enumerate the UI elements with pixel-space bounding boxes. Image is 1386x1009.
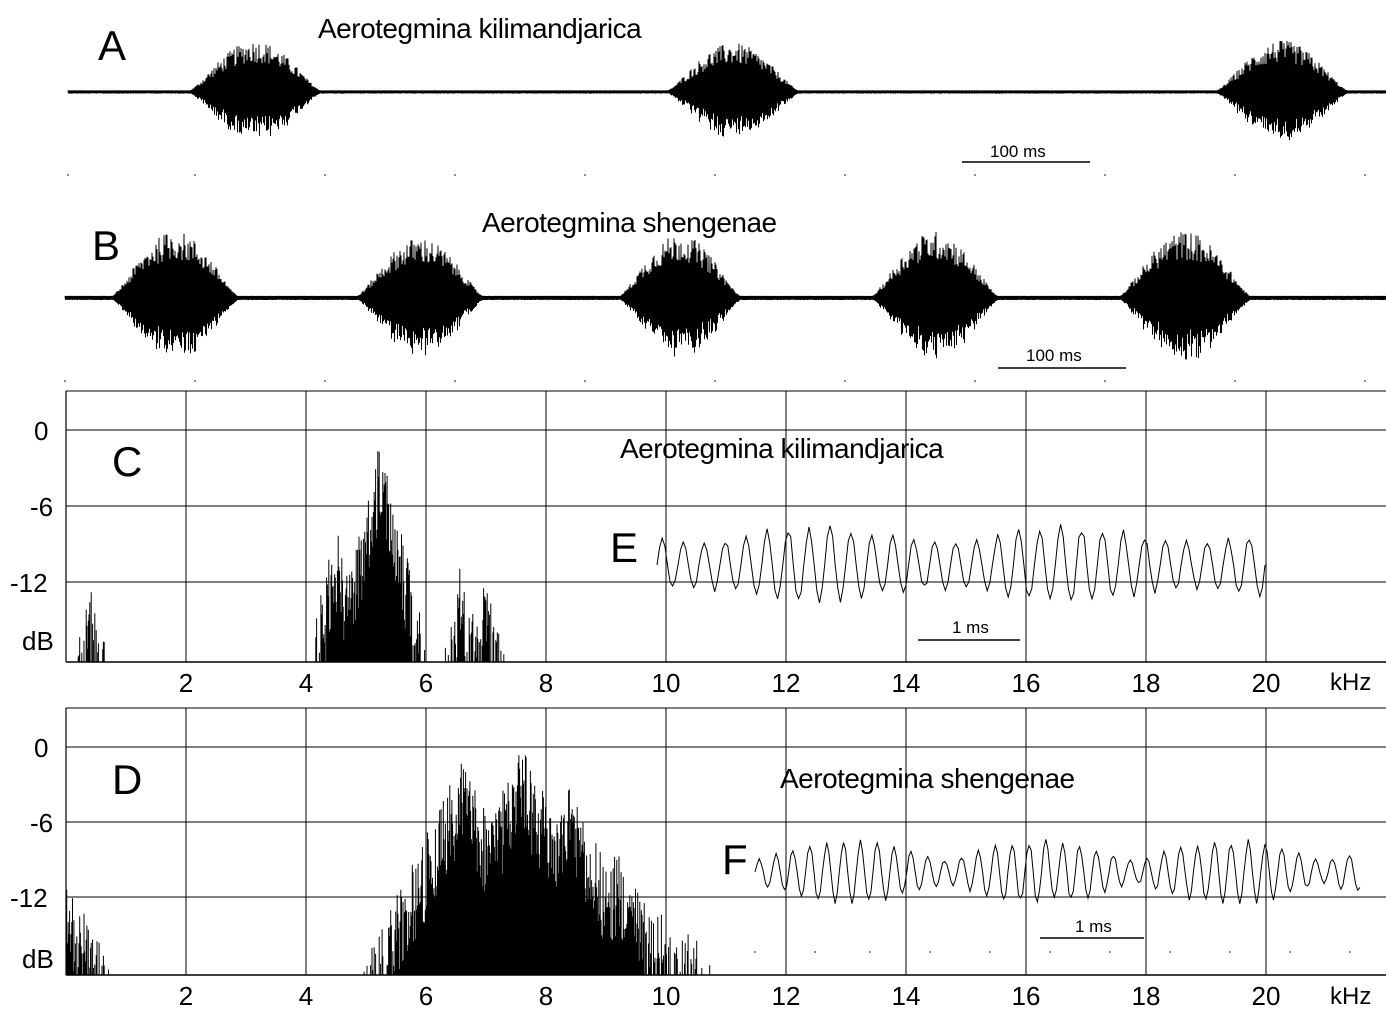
panel-f: F 1 ms <box>722 836 1361 939</box>
y-tick-label: 0 <box>34 733 48 763</box>
panel-letter-b: B <box>92 222 120 269</box>
dot-marker <box>194 380 196 382</box>
x-tick-label: 20 <box>1252 981 1281 1009</box>
dot-marker <box>974 380 976 382</box>
x-tick-label: 16 <box>1012 981 1041 1009</box>
x-tick-label: 8 <box>539 981 553 1009</box>
y-tick-label: -12 <box>10 568 48 598</box>
dot-marker <box>64 380 66 382</box>
x-tick-label: 4 <box>299 668 313 698</box>
y-tick-label: -6 <box>30 808 53 838</box>
y-tick-label: 0 <box>34 416 48 446</box>
scale-label-a: 100 ms <box>990 142 1046 161</box>
oscillogram-a <box>67 40 1386 141</box>
x-tick-label: 16 <box>1012 668 1041 698</box>
scale-label-e: 1 ms <box>952 618 989 637</box>
x-tick-label: 10 <box>652 981 681 1009</box>
spectrum-spikes <box>65 755 711 975</box>
oscillogram-b <box>64 231 1386 360</box>
oscillogram-f <box>754 839 1361 904</box>
panel-e: E 1 ms <box>610 524 1266 641</box>
panel-c: 2 4 6 8 10 12 14 16 18 20 0 -6 -12 C Aerotegmina kil… <box>10 390 1386 698</box>
dot-marker <box>324 380 326 382</box>
x-tick-label: 18 <box>1132 981 1161 1009</box>
x-tick-label: 14 <box>892 668 921 698</box>
xlabel-c: kHz <box>1330 669 1371 696</box>
spectrum-d <box>65 755 711 975</box>
x-tick-label: 12 <box>772 668 801 698</box>
x-tick-label: 8 <box>539 668 553 698</box>
grid-d: 2 4 6 8 10 12 14 16 18 20 0 -6 -12 <box>10 707 1386 1009</box>
dot-marker <box>714 174 716 176</box>
ylabel-c: dB <box>22 626 54 656</box>
dot-marker <box>454 174 456 176</box>
panel-d: 2 4 6 8 10 12 14 16 18 20 0 -6 -12 D Aerotegmina she… <box>10 707 1386 1009</box>
x-tick-label: 14 <box>892 981 921 1009</box>
dot-marker <box>754 951 756 953</box>
dot-marker <box>194 174 196 176</box>
x-tick-label: 10 <box>652 668 681 698</box>
x-tick-label: 20 <box>1252 668 1281 698</box>
y-tick-label: -6 <box>30 492 53 522</box>
scale-label-f: 1 ms <box>1075 917 1112 936</box>
dot-marker <box>1234 174 1236 176</box>
x-tick-label: 2 <box>179 981 193 1009</box>
panel-letter-d: D <box>112 756 142 803</box>
dot-marker <box>974 174 976 176</box>
panel-b: B Aerotegmina shengenae 100 ms <box>64 207 1386 369</box>
panel-letter-e: E <box>610 524 638 571</box>
dot-marker <box>1229 951 1231 953</box>
x-tick-label: 6 <box>419 981 433 1009</box>
oscillogram-e <box>656 524 1266 604</box>
scale-label-b: 100 ms <box>1026 346 1082 365</box>
dot-marker <box>814 951 816 953</box>
xlabel-d: kHz <box>1330 983 1371 1009</box>
grid-c: 2 4 6 8 10 12 14 16 18 20 0 -6 -12 <box>10 390 1386 698</box>
dot-marker <box>1234 380 1236 382</box>
x-tick-label: 18 <box>1132 668 1161 698</box>
x-tick-label: 2 <box>179 668 193 698</box>
dot-marker <box>1104 174 1106 176</box>
title-a: Aerotegmina kilimandjarica <box>318 13 642 44</box>
title-b: Aerotegmina shengenae <box>482 207 777 238</box>
title-c: Aerotegmina kilimandjarica <box>620 433 944 464</box>
dot-marker <box>714 380 716 382</box>
dot-marker <box>67 174 69 176</box>
panel-letter-c: C <box>112 438 142 485</box>
dot-marker <box>1289 951 1291 953</box>
dot-marker <box>1049 951 1051 953</box>
dot-marker <box>584 380 586 382</box>
dot-marker <box>1109 951 1111 953</box>
x-tick-label: 4 <box>299 981 313 1009</box>
dot-marker <box>989 951 991 953</box>
title-d: Aerotegmina shengenae <box>780 763 1075 794</box>
dot-marker <box>454 380 456 382</box>
ylabel-d: dB <box>22 944 54 974</box>
dot-marker <box>1104 380 1106 382</box>
dot-marker <box>844 380 846 382</box>
spectrum-spikes <box>77 451 505 662</box>
dot-marker <box>1364 380 1366 382</box>
dot-marker <box>324 174 326 176</box>
panel-letter-f: F <box>722 836 748 883</box>
dot-marker <box>869 951 871 953</box>
dot-marker <box>1364 174 1366 176</box>
dot-marker <box>929 951 931 953</box>
x-tick-label: 12 <box>772 981 801 1009</box>
dot-marker <box>844 174 846 176</box>
dot-marker <box>1169 951 1171 953</box>
dot-marker <box>1349 951 1351 953</box>
spectrum-c <box>77 451 505 662</box>
x-tick-label: 6 <box>419 668 433 698</box>
dot-marker <box>584 174 586 176</box>
panel-letter-a: A <box>98 22 126 69</box>
y-tick-label: -12 <box>10 883 48 913</box>
panel-a: A Aerotegmina kilimandjarica 100 ms <box>67 13 1386 163</box>
